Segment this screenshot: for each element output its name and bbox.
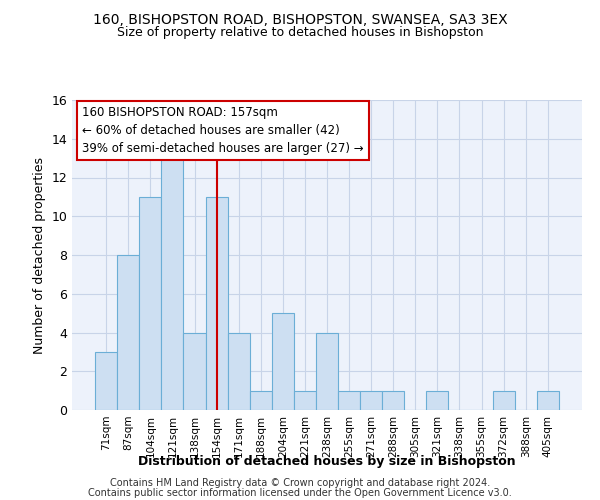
Bar [250, 390, 272, 410]
Text: Distribution of detached houses by size in Bishopston: Distribution of detached houses by size … [138, 455, 516, 468]
Bar [294, 390, 316, 410]
Text: Contains public sector information licensed under the Open Government Licence v3: Contains public sector information licen… [88, 488, 512, 498]
Y-axis label: Number of detached properties: Number of detached properties [33, 156, 46, 354]
Bar [360, 390, 382, 410]
Bar [95, 352, 117, 410]
Bar [427, 390, 448, 410]
Bar [537, 390, 559, 410]
Bar [161, 158, 184, 410]
Text: Size of property relative to detached houses in Bishopston: Size of property relative to detached ho… [117, 26, 483, 39]
Bar [206, 197, 227, 410]
Bar [184, 332, 206, 410]
Bar [493, 390, 515, 410]
Bar [117, 255, 139, 410]
Bar [139, 197, 161, 410]
Text: 160, BISHOPSTON ROAD, BISHOPSTON, SWANSEA, SA3 3EX: 160, BISHOPSTON ROAD, BISHOPSTON, SWANSE… [92, 12, 508, 26]
Bar [382, 390, 404, 410]
Bar [272, 313, 294, 410]
Bar [316, 332, 338, 410]
Bar [227, 332, 250, 410]
Text: 160 BISHOPSTON ROAD: 157sqm
← 60% of detached houses are smaller (42)
39% of sem: 160 BISHOPSTON ROAD: 157sqm ← 60% of det… [82, 106, 364, 155]
Text: Contains HM Land Registry data © Crown copyright and database right 2024.: Contains HM Land Registry data © Crown c… [110, 478, 490, 488]
Bar [338, 390, 360, 410]
